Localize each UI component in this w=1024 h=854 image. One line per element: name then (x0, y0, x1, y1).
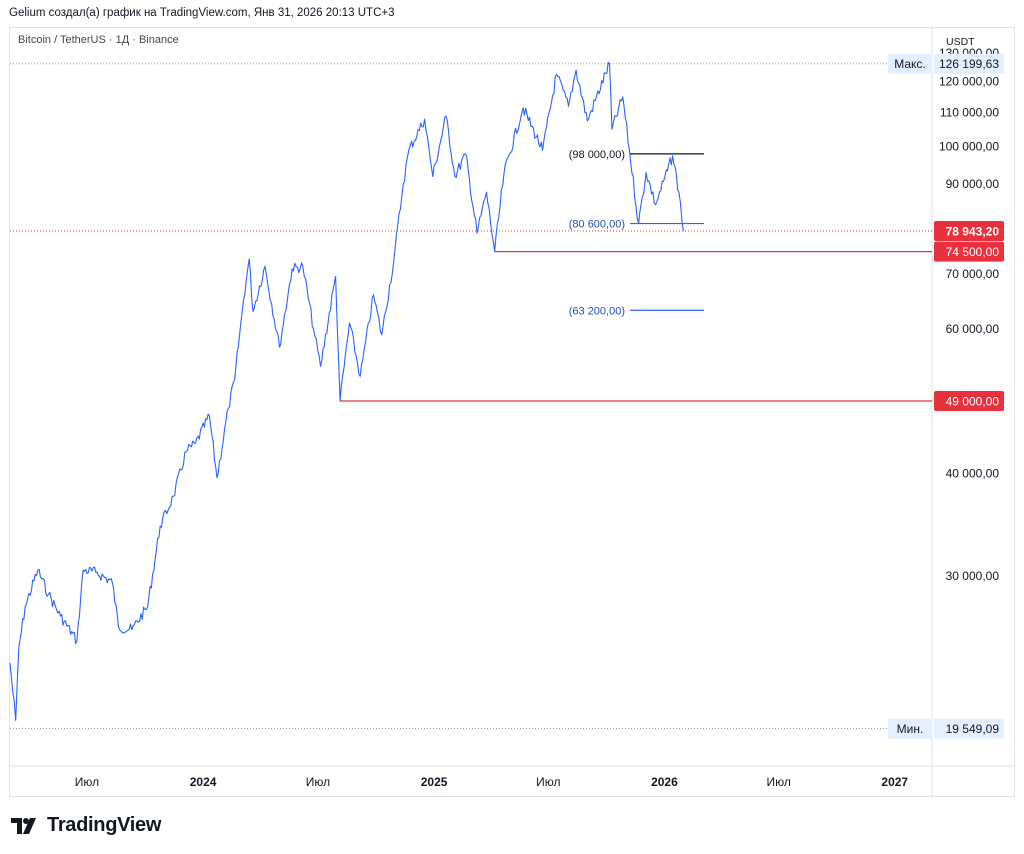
symbol-label[interactable]: Bitcoin / TetherUS · 1Д · Binance (18, 34, 179, 46)
support-price-label-1-bg (934, 390, 1004, 411)
price-series-line[interactable] (9, 61, 684, 721)
y-tick-label-8: 30 000,00 (946, 569, 1000, 583)
tradingview-logo[interactable]: TradingView (11, 814, 161, 837)
annotated-level-label-0: (98 000,00) (569, 149, 625, 161)
annotated-level-label-1: (80 600,00) (569, 219, 625, 231)
min-price-label: 19 549,09 (946, 722, 1000, 736)
chart-frame (9, 27, 1015, 797)
x-tick-label-7: 2027 (881, 775, 908, 789)
max-price-label-bg (934, 53, 1004, 74)
x-tick-label-4: Июл (536, 775, 560, 789)
x-tick-label-0: Июл (75, 775, 99, 789)
min-tag: Мин. (897, 722, 924, 736)
x-tick-label-3: 2025 (421, 775, 448, 789)
x-axis[interactable]: Июл 2024 Июл 2025 Июл 2026 Июл 2027 (75, 775, 909, 789)
current-price-label: 78 943,20 (946, 224, 1000, 238)
y-tick-label-7: 40 000,00 (946, 466, 1000, 480)
support-price-label-0: 74 500,00 (946, 245, 1000, 259)
y-tick-label-1: 120 000,00 (939, 75, 999, 89)
chart-attribution: Gelium создал(а) график на TradingView.c… (9, 7, 395, 19)
x-tick-label-1: 2024 (190, 775, 217, 789)
levels-layer: (98 000,00) (80 600,00) (63 200,00) (340, 149, 932, 402)
y-tick-label-2: 110 000,00 (940, 106, 999, 120)
axis-labels-layer: 78 943,20 74 500,00 49 000,00 126 199,63 19 … (888, 53, 1004, 739)
y-tick-label-4: 90 000,00 (946, 177, 1000, 191)
y-tick-label-6: 60 000,00 (946, 322, 1000, 336)
support-price-label-1: 49 000,00 (946, 394, 1000, 408)
support-price-label-0-bg (934, 241, 1004, 262)
tradingview-logo-text: TradingView (47, 814, 162, 836)
x-tick-label-5: 2026 (651, 775, 678, 789)
y-tick-label-5: 70 000,00 (946, 267, 1000, 281)
guides-layer (10, 28, 1015, 797)
tradingview-logo-icon (11, 817, 36, 834)
annotated-level-label-2: (63 200,00) (569, 305, 625, 317)
current-price-label-bg (934, 220, 1004, 241)
x-tick-label-2: Июл (306, 775, 330, 789)
max-tag-bg (888, 53, 931, 74)
max-tag: Макс. (894, 57, 926, 71)
x-tick-label-6: Июл (766, 775, 790, 789)
currency-label[interactable]: USDT (946, 36, 975, 48)
y-tick-label-3: 100 000,00 (939, 140, 999, 154)
max-price-label: 126 199,63 (939, 57, 999, 71)
min-tag-bg (888, 718, 931, 739)
min-price-label-bg (934, 718, 1004, 739)
series-layer (9, 61, 684, 721)
